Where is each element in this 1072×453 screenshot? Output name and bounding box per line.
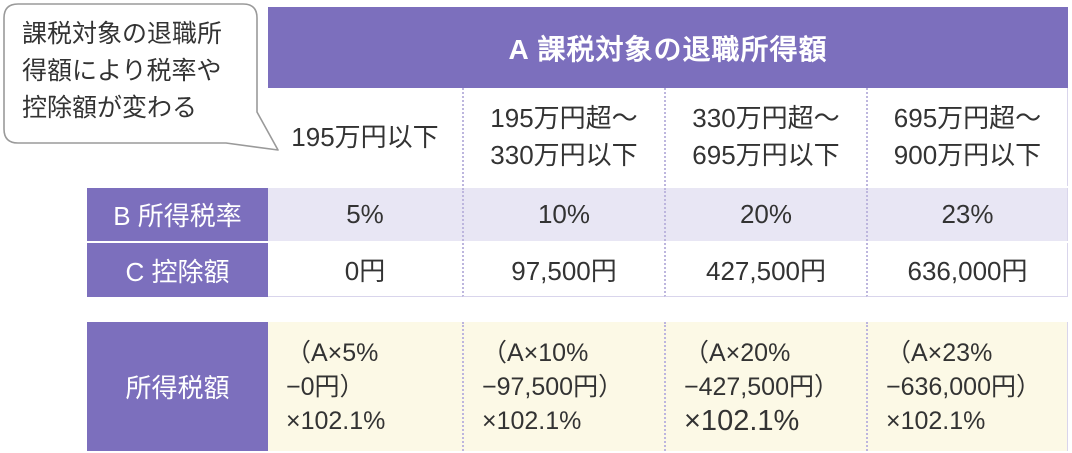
formula-line: −0円） xyxy=(286,372,365,401)
income-tax-row: 所得税額 （A×5% −0円） ×102.1% （A×10% −97,500円）… xyxy=(87,322,1068,451)
income-tax-formula: （A×20% −427,500円） ×102.1% xyxy=(664,322,866,451)
income-tax-formula: （A×5% −0円） ×102.1% xyxy=(268,322,462,451)
income-tax-label: 所得税額 xyxy=(87,322,268,451)
callout-text: 課税対象の退職所 得額により税率や 控除額が変わる xyxy=(22,16,222,127)
formula-line: ×102.1% xyxy=(886,406,986,435)
formula-line: （A×23% xyxy=(886,338,993,367)
callout-line: 得額により税率や xyxy=(22,57,222,85)
bracket-cell: 330万円超〜 695万円以下 xyxy=(664,88,866,186)
bracket-text: 330万円以下 xyxy=(490,140,638,170)
callout-bubble: 課税対象の退職所 得額により税率や 控除額が変わる xyxy=(0,0,300,160)
formula-line: −97,500円） xyxy=(482,372,624,401)
tax-rate-value: 10% xyxy=(462,188,664,241)
callout-line: 課税対象の退職所 xyxy=(22,20,223,48)
callout-shape xyxy=(3,3,279,151)
bracket-cell: 695万円超〜 900万円以下 xyxy=(866,88,1068,186)
deduction-row: C 控除額 0円 97,500円 427,500円 636,000円 xyxy=(87,243,1068,297)
bracket-text: 900万円以下 xyxy=(893,140,1042,170)
deduction-value: 427,500円 xyxy=(664,243,866,297)
tax-rate-value: 20% xyxy=(664,188,866,241)
tax-rate-row: B 所得税率 5% 10% 20% 23% xyxy=(87,188,1068,241)
bracket-row: 195万円以下 195万円超〜 330万円以下 330万円超〜 695万円以下 … xyxy=(268,88,1068,186)
income-tax-formula: （A×10% −97,500円） ×102.1% xyxy=(462,322,664,451)
deduction-value: 97,500円 xyxy=(462,243,664,297)
formula-line: （A×20% xyxy=(684,338,791,367)
income-tax-formula: （A×23% −636,000円） ×102.1% xyxy=(866,322,1068,451)
formula-line: （A×5% xyxy=(286,338,379,367)
formula-line: ×102.1% xyxy=(286,406,386,435)
tax-rate-value: 5% xyxy=(268,188,462,241)
formula-line: −636,000円） xyxy=(886,372,1041,401)
bracket-text: 695万円以下 xyxy=(692,140,840,170)
bracket-text: 195万円超〜 xyxy=(490,103,638,133)
formula-line: ×102.1% xyxy=(684,404,800,437)
formula-line: −427,500円） xyxy=(684,372,839,401)
bracket-cell: 195万円以下 xyxy=(268,88,462,186)
deduction-label: C 控除額 xyxy=(87,243,268,297)
tax-rate-label: B 所得税率 xyxy=(87,188,268,241)
tax-rate-value: 23% xyxy=(866,188,1068,241)
bracket-text: 195万円以下 xyxy=(291,121,439,152)
deduction-value: 0円 xyxy=(268,243,462,297)
table-header-taxable-amount: A 課税対象の退職所得額 xyxy=(268,7,1068,88)
bracket-text: 695万円超〜 xyxy=(893,103,1042,133)
callout-line: 控除額が変わる xyxy=(22,94,198,122)
deduction-value: 636,000円 xyxy=(866,243,1068,297)
formula-line: ×102.1% xyxy=(482,406,582,435)
formula-line: （A×10% xyxy=(482,338,589,367)
bracket-text: 330万円超〜 xyxy=(692,103,840,133)
bracket-cell: 195万円超〜 330万円以下 xyxy=(462,88,664,186)
